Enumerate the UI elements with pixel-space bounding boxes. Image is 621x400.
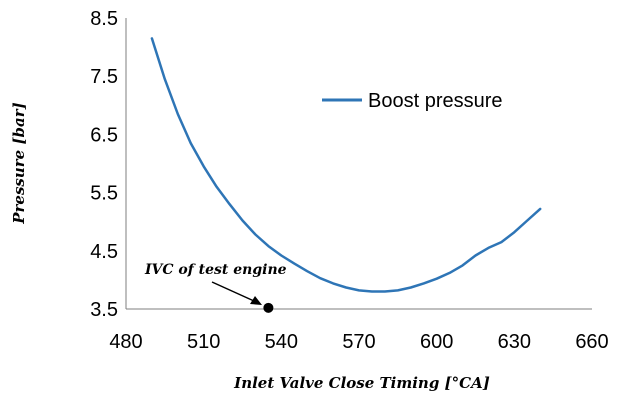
annotation-marker (263, 302, 274, 313)
y-tick-label: 6.5 (90, 124, 118, 146)
x-tick-label: 570 (342, 331, 375, 353)
legend: Boost pressure (322, 90, 503, 112)
x-tick-label: 480 (109, 331, 142, 353)
x-tick-labels: 480 510 540 570 600 630 660 (109, 331, 608, 353)
y-tick-label: 7.5 (90, 66, 118, 88)
series-layer (150, 37, 542, 293)
x-tick-label: 510 (187, 331, 220, 353)
x-axis-title: Inlet Valve Close Timing [°CA] (233, 374, 490, 392)
y-tick-label: 3.5 (90, 299, 118, 321)
x-tick-label: 660 (575, 331, 608, 353)
annotation-arrow-line (211, 281, 255, 302)
annotation-text: IVC of test engine (144, 262, 287, 278)
annotation-arrow-head (250, 296, 262, 305)
annotation-ivc: IVC of test engine (144, 262, 287, 313)
y-tick-label: 5.5 (90, 183, 118, 205)
x-tick-label: 540 (265, 331, 298, 353)
x-tick-label: 600 (420, 331, 453, 353)
axes (125, 18, 592, 310)
y-tick-label: 4.5 (90, 241, 118, 263)
series-line-boost-pressure (150, 37, 542, 293)
y-tick-label: 8.5 (90, 8, 118, 30)
legend-label-boost-pressure: Boost pressure (368, 90, 503, 112)
x-tick-label: 630 (498, 331, 531, 353)
y-axis-title: Pressure [bar] (10, 102, 28, 225)
y-tick-labels: 3.5 4.5 5.5 6.5 7.5 8.5 (90, 8, 118, 321)
